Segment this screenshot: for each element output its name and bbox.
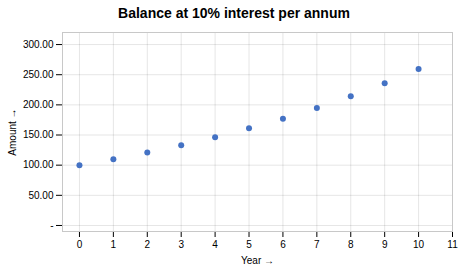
html-text:Balance at 10% interest per an: Balance at 10% interest per annum	[118, 5, 350, 21]
svg-text:9: 9	[382, 239, 388, 250]
svg-text:200.00: 200.00	[23, 99, 54, 110]
svg-text:8: 8	[348, 239, 354, 250]
svg-text:300.00: 300.00	[23, 39, 54, 50]
svg-text:250.00: 250.00	[23, 69, 54, 80]
svg-text:10: 10	[413, 239, 425, 250]
svg-text:Amount →: Amount →	[7, 108, 18, 155]
svg-text:Year →: Year →	[241, 255, 274, 266]
svg-text:7: 7	[314, 239, 320, 250]
svg-text:-: -	[50, 220, 53, 231]
svg-text:100.00: 100.00	[23, 159, 54, 170]
svg-text:1: 1	[111, 239, 117, 250]
svg-text:2: 2	[145, 239, 151, 250]
svg-text:6: 6	[280, 239, 286, 250]
svg-text:5: 5	[246, 239, 252, 250]
svg-text:3: 3	[178, 239, 184, 250]
svg-text:11: 11	[447, 239, 458, 250]
svg-text:50.00: 50.00	[28, 190, 53, 201]
svg-text:150.00: 150.00	[23, 129, 54, 140]
svg-text:0: 0	[77, 239, 83, 250]
svg-text:4: 4	[212, 239, 218, 250]
